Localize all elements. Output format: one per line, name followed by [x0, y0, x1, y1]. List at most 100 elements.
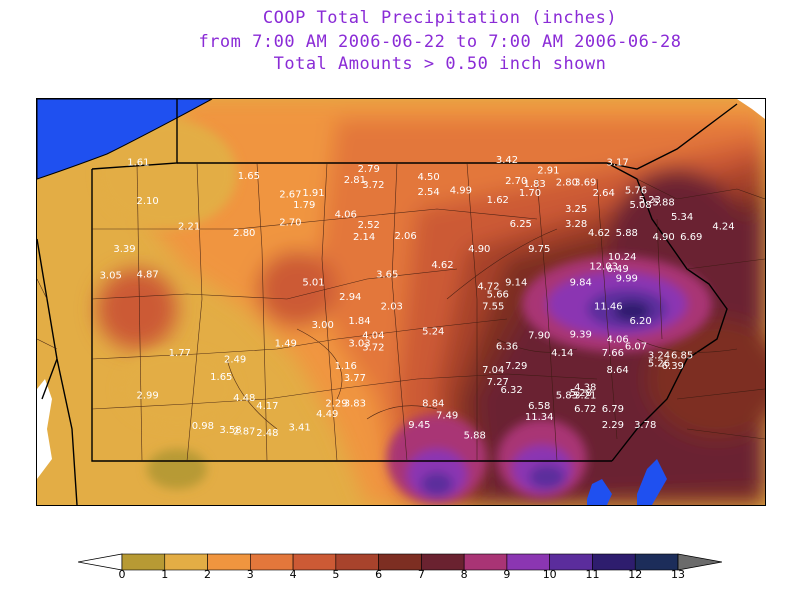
station-value: 2.80: [556, 178, 578, 189]
station-value: 8.64: [606, 365, 628, 376]
station-value: 2.03: [381, 301, 403, 312]
station-value: 4.48: [233, 393, 255, 404]
station-value: 3.17: [606, 158, 628, 169]
station-value: 3.58: [219, 425, 241, 436]
station-value: 9.14: [505, 277, 527, 288]
precipitation-map: 1.61 1.65 2.79 3.42 3.17 2.81 3.72 4.50 2.91 2.70…: [36, 98, 766, 506]
station-value: 4.49: [316, 409, 338, 420]
station-value: 1.77: [169, 348, 191, 359]
lake-erie: [37, 99, 213, 180]
station-value: 5.66: [487, 289, 509, 300]
precip-heavy-cores: [97, 119, 712, 504]
station-value: 2.87: [233, 426, 255, 437]
station-value: 6.07: [625, 341, 647, 352]
station-value: 3.28: [565, 219, 587, 230]
colorbar-tick-label: 2: [204, 568, 212, 581]
station-value: 2.70: [505, 176, 527, 187]
station-value: 3.72: [362, 343, 384, 354]
station-value: 4.06: [606, 335, 628, 346]
station-value: 7.55: [482, 301, 504, 312]
station-value: 9.99: [616, 273, 638, 284]
station-value: 5.23: [639, 195, 661, 206]
station-value: 4.17: [256, 401, 278, 412]
station-value: 6.72: [574, 404, 596, 415]
station-value: 2.70: [279, 218, 301, 229]
colorbar-tick-label: 4: [289, 568, 297, 581]
station-value: 2.94: [339, 292, 361, 303]
station-value: 6.58: [528, 401, 550, 412]
station-value: 2.48: [256, 428, 278, 439]
station-value: 5.08: [629, 200, 651, 211]
station-value: 7.90: [528, 331, 550, 342]
station-value: 9.84: [570, 277, 592, 288]
station-value: 5.88: [652, 198, 674, 209]
station-value: 5.24: [422, 327, 444, 338]
station-value: 6.25: [510, 219, 532, 230]
station-value: 2.99: [136, 391, 158, 402]
state-borders: [37, 99, 738, 505]
station-value: 4.50: [417, 172, 439, 183]
station-value: 3.24: [648, 351, 670, 362]
station-value: 2.79: [358, 164, 380, 175]
colorbar-tick-label: 12: [628, 568, 643, 581]
station-value: 1.84: [348, 316, 370, 327]
station-value: 1.70: [519, 188, 541, 199]
delaware-bay: [637, 459, 667, 505]
colorbar-tick-label: 13: [671, 568, 685, 581]
station-value: 2.52: [358, 220, 380, 231]
station-value: 2.06: [394, 231, 416, 242]
station-value: 4.04: [362, 331, 384, 342]
map-title-line-2: from 7:00 AM 2006-06-22 to 7:00 AM 2006-…: [198, 32, 682, 52]
map-title-line-1: COOP Total Precipitation (inches): [262, 8, 618, 28]
station-value: 9.75: [528, 244, 550, 255]
station-value: 3.05: [100, 271, 122, 282]
county-borders: [37, 162, 765, 462]
station-value: 4.99: [450, 186, 472, 197]
colorbar-tick-label: 1: [161, 568, 169, 581]
station-value: 6.39: [662, 361, 684, 372]
station-value: 4.62: [431, 260, 453, 271]
station-value: 6.32: [500, 385, 522, 396]
station-value: 1.65: [238, 171, 260, 182]
station-value: 7.29: [505, 361, 527, 372]
colorbar-tick-label: 6: [375, 568, 383, 581]
map-title-line-3: Total Amounts > 0.50 inch shown: [273, 54, 607, 74]
station-value: 5.76: [625, 186, 647, 197]
station-value: 4.38: [574, 383, 596, 394]
station-value: 1.62: [487, 195, 509, 206]
station-value: 1.65: [210, 372, 232, 383]
station-value: 6.85: [671, 351, 693, 362]
station-value: 2.91: [537, 166, 559, 177]
station-value: 3.72: [362, 180, 384, 191]
station-value: 2.10: [136, 196, 158, 207]
station-value: 9.39: [570, 329, 592, 340]
station-value: 5.28: [570, 388, 592, 399]
station-value: 11.34: [525, 412, 554, 423]
station-value: 1.83: [523, 179, 545, 190]
station-value: 2.67: [279, 190, 301, 201]
station-value: 10.24: [608, 252, 637, 263]
colorbar-tick-label: 7: [417, 568, 425, 581]
colorbar: [78, 553, 722, 571]
station-value: 2.49: [224, 355, 246, 366]
colorbar-tick-label: 5: [332, 568, 340, 581]
station-value: 2.29: [325, 399, 347, 410]
colorbar-tick-label: 8: [460, 568, 468, 581]
colorbar-tick-label: 9: [503, 568, 511, 581]
chesapeake-bay: [587, 479, 612, 505]
station-value: 6.69: [680, 232, 702, 243]
station-value: 8.84: [422, 399, 444, 410]
colorbar-tick-label: 0: [118, 568, 126, 581]
station-value: 4.90: [468, 244, 490, 255]
station-value: 4.72: [477, 281, 499, 292]
station-value: 3.03: [348, 339, 370, 350]
station-value: 4.24: [712, 222, 734, 233]
station-value: 2.64: [593, 188, 615, 199]
station-value: 1.91: [302, 188, 324, 199]
station-value: 7.04: [482, 365, 504, 376]
station-value: 5.83: [556, 391, 578, 402]
colorbar-tick-label: 10: [542, 568, 557, 581]
map-canvas: 1.611.652.793.42 3.172.813.724.502.912.70…: [37, 99, 765, 505]
station-value: 1.61: [127, 158, 149, 169]
station-value: 5.34: [671, 212, 693, 223]
